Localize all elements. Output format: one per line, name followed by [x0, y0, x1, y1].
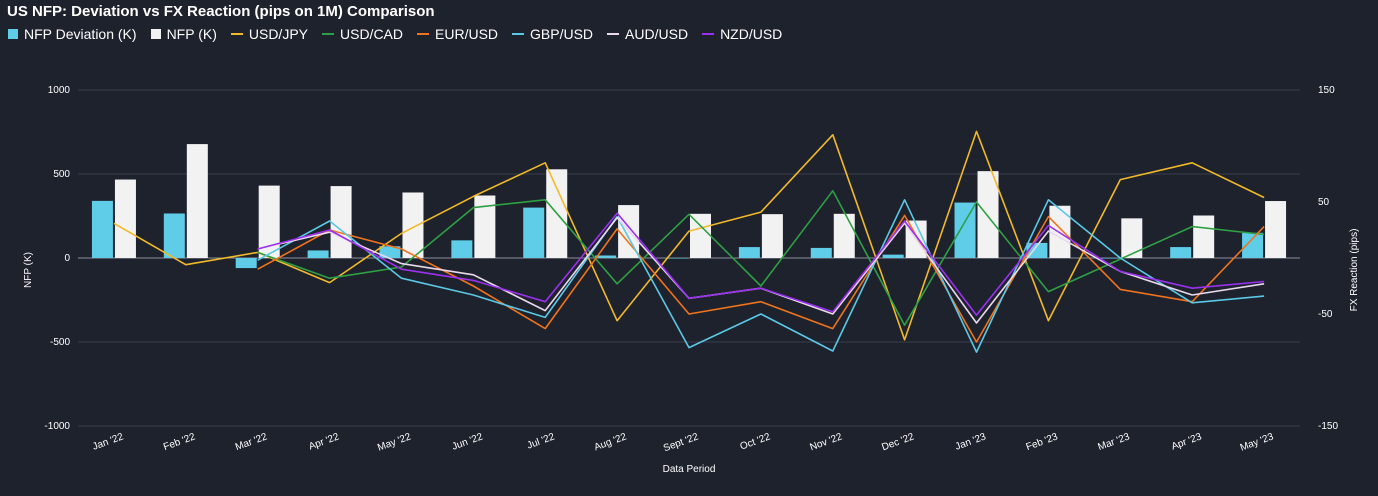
y2-tick-label: -150 — [1318, 421, 1338, 432]
bar-0-14 — [1098, 258, 1120, 259]
legend-swatch — [150, 29, 161, 39]
bar-0-3 — [307, 250, 329, 258]
legend-item-3[interactable]: USD/CAD — [322, 26, 403, 42]
y2-tick-label: -50 — [1318, 309, 1333, 320]
legend-item-4[interactable]: EUR/USD — [417, 26, 498, 42]
x-tick-label: Dec '22 — [880, 431, 916, 453]
x-axis-title: Data Period — [663, 464, 716, 475]
y2-axis-title: FX Reaction (pips) — [1349, 229, 1360, 312]
legend-swatch — [417, 33, 430, 35]
legend-label: NFP Deviation (K) — [24, 26, 137, 42]
x-tick-label: Mar '22 — [234, 431, 269, 453]
y2-tick-label: 50 — [1318, 197, 1330, 208]
legend-item-5[interactable]: GBP/USD — [512, 26, 593, 42]
legend-item-6[interactable]: AUD/USD — [607, 26, 688, 42]
x-tick-label: Feb '23 — [1025, 431, 1060, 453]
line-series-2 — [257, 214, 1265, 343]
bar-0-15 — [1170, 247, 1192, 258]
y-tick-label: -500 — [50, 337, 70, 348]
bar-1-15 — [1193, 215, 1215, 258]
x-tick-label: Oct '22 — [739, 431, 773, 452]
legend-item-1[interactable]: NFP (K) — [150, 26, 217, 42]
x-tick-label: Jul '22 — [526, 431, 557, 451]
chart-legend: NFP Deviation (K) NFP (K) USD/JPY USD/CAD EU… — [8, 26, 782, 42]
legend-label: USD/CAD — [340, 26, 404, 42]
bar-1-8 — [690, 213, 711, 258]
x-tick-label: Jan '23 — [954, 431, 988, 452]
legend-label: AUD/USD — [625, 26, 689, 42]
x-tick-label: May '23 — [1239, 431, 1276, 453]
bar-0-5 — [451, 240, 473, 258]
bar-0-9 — [738, 247, 760, 258]
line-series-0 — [113, 130, 1265, 341]
y2-tick-label: 150 — [1318, 85, 1335, 96]
x-tick-label: Apr '22 — [307, 431, 341, 452]
y-tick-label: 500 — [53, 169, 70, 180]
legend-label: GBP/USD — [530, 26, 594, 42]
legend-label: USD/JPY — [248, 26, 308, 42]
bar-0-7 — [595, 255, 617, 258]
legend-swatch — [8, 29, 18, 39]
legend-swatch — [512, 33, 525, 35]
bar-0-0 — [91, 200, 113, 258]
x-tick-label: Apr '23 — [1170, 431, 1204, 452]
bar-0-4 — [379, 246, 401, 258]
bar-1-16 — [1265, 201, 1287, 258]
bar-0-8 — [667, 258, 688, 259]
x-tick-label: May '22 — [376, 431, 413, 453]
bar-1-1 — [186, 144, 208, 258]
bar-1-0 — [114, 179, 136, 258]
bar-1-5 — [474, 195, 496, 258]
bar-1-13 — [1049, 205, 1071, 258]
legend-swatch — [322, 33, 334, 35]
legend-label: EUR/USD — [435, 26, 499, 42]
x-tick-label: Jun '22 — [451, 431, 485, 452]
bar-1-14 — [1121, 218, 1143, 258]
legend-item-2[interactable]: USD/JPY — [230, 26, 308, 42]
legend-swatch — [230, 33, 243, 35]
bar-0-12 — [954, 202, 976, 258]
x-tick-label: Mar '23 — [1097, 431, 1132, 453]
bar-0-6 — [523, 207, 545, 258]
bar-0-10 — [810, 247, 832, 258]
y-tick-label: 1000 — [48, 85, 71, 96]
bar-1-2 — [258, 185, 280, 258]
chart-title: US NFP: Deviation vs FX Reaction (pips o… — [7, 3, 435, 20]
bar-1-3 — [330, 186, 352, 258]
legend-swatch — [607, 33, 620, 35]
x-tick-label: Nov '22 — [808, 431, 844, 453]
line-series-5 — [257, 212, 1265, 316]
bar-1-4 — [402, 192, 424, 258]
y-tick-label: 0 — [64, 253, 70, 264]
bar-0-1 — [163, 213, 185, 258]
x-tick-label: Jan '22 — [91, 431, 125, 452]
bar-0-2 — [235, 258, 257, 269]
legend-label: NZD/USD — [720, 26, 783, 42]
bar-1-9 — [761, 214, 783, 258]
bar-1-12 — [977, 171, 999, 258]
legend-item-0[interactable]: NFP Deviation (K) — [8, 26, 137, 42]
line-series-3 — [257, 199, 1265, 353]
x-tick-label: Feb '22 — [162, 431, 197, 453]
bar-1-10 — [833, 213, 855, 258]
x-tick-label: Sept '22 — [662, 431, 700, 454]
legend-item-7[interactable]: NZD/USD — [702, 26, 782, 42]
legend-label: NFP (K) — [166, 26, 217, 42]
bar-0-11 — [882, 254, 904, 258]
line-series-1 — [257, 190, 1265, 326]
legend-swatch — [702, 33, 715, 35]
x-tick-label: Aug '22 — [593, 431, 629, 453]
bar-0-16 — [1242, 232, 1264, 258]
y-tick-label: -1000 — [44, 421, 70, 432]
y-axis-title: NFP (K) — [23, 252, 34, 288]
